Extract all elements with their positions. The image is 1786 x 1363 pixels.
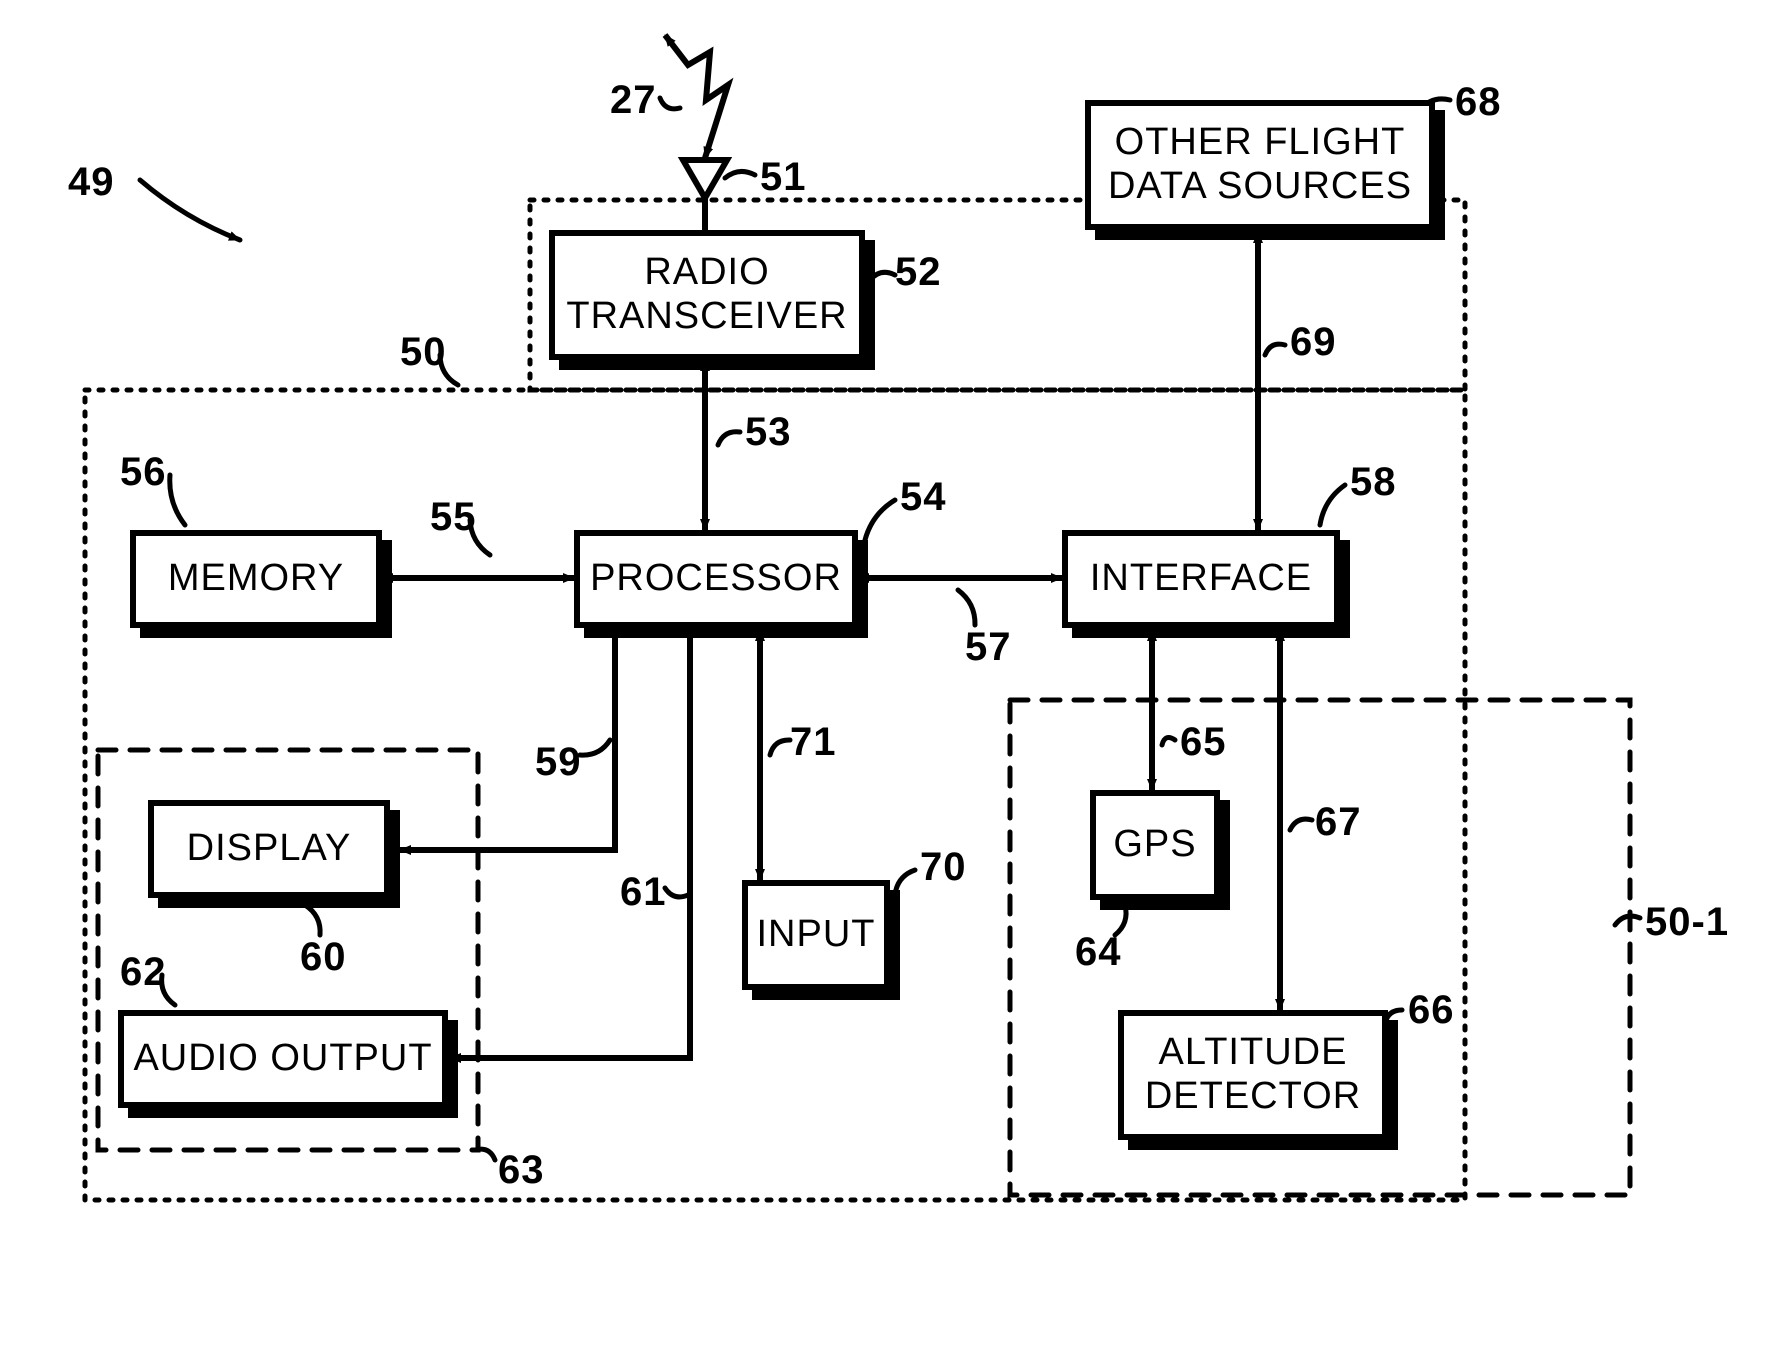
- leader-69: [1265, 344, 1285, 355]
- other_flight-box: OTHER FLIGHT DATA SOURCES: [1085, 100, 1435, 230]
- antenna-icon: [683, 160, 727, 198]
- ref-label-52: 52: [895, 250, 942, 295]
- leader-61: [665, 888, 688, 897]
- leader-54: [865, 500, 895, 540]
- ref-label-61: 61: [620, 870, 667, 915]
- ref-label-56: 56: [120, 450, 167, 495]
- processor-box: PROCESSOR: [574, 530, 858, 628]
- ref-label-70: 70: [920, 845, 967, 890]
- interface-box: INTERFACE: [1062, 530, 1340, 628]
- leader-27: [660, 98, 680, 109]
- ref-label-50-1: 50-1: [1645, 900, 1729, 945]
- signal-icon: [665, 35, 728, 158]
- leader-49: [140, 180, 240, 240]
- leader-51: [725, 171, 755, 178]
- ref-label-68: 68: [1455, 80, 1502, 125]
- leader-57: [958, 590, 975, 625]
- leader-60: [305, 905, 320, 935]
- ref-label-65: 65: [1180, 720, 1227, 765]
- ref-label-54: 54: [900, 475, 947, 520]
- memory-box: MEMORY: [130, 530, 382, 628]
- leader-50-1: [1615, 916, 1640, 925]
- ref-label-69: 69: [1290, 320, 1337, 365]
- ref-label-49: 49: [68, 160, 115, 205]
- display-box: DISPLAY: [148, 800, 390, 898]
- ref-label-66: 66: [1408, 988, 1455, 1033]
- ref-label-27: 27: [610, 78, 657, 123]
- input-box: INPUT: [742, 880, 890, 990]
- ref-label-53: 53: [745, 410, 792, 455]
- ref-label-51: 51: [760, 155, 807, 200]
- leader-56: [170, 475, 185, 525]
- ref-label-64: 64: [1075, 930, 1122, 975]
- ref-label-62: 62: [120, 950, 167, 995]
- leader-65: [1162, 737, 1175, 745]
- audio-box: AUDIO OUTPUT: [118, 1010, 448, 1108]
- ref-label-60: 60: [300, 935, 347, 980]
- arrow-5: [450, 630, 690, 1058]
- ref-label-71: 71: [790, 720, 837, 765]
- arrow-4: [400, 630, 615, 850]
- ref-label-58: 58: [1350, 460, 1397, 505]
- leader-59: [580, 740, 610, 755]
- ref-label-63: 63: [498, 1148, 545, 1193]
- leader-53: [718, 432, 740, 445]
- diagram-canvas: OTHER FLIGHT DATA SOURCES RADIO TRANSCEIV…: [0, 0, 1786, 1363]
- ref-label-67: 67: [1315, 800, 1362, 845]
- diagram-svg: [0, 0, 1786, 1363]
- leader-58: [1320, 485, 1345, 525]
- altitude-box: ALTITUDE DETECTOR: [1118, 1010, 1388, 1140]
- leader-67: [1290, 819, 1312, 830]
- radio-box: RADIO TRANSCEIVER: [549, 230, 865, 360]
- leader-63: [475, 1149, 495, 1160]
- leader-71: [770, 740, 790, 755]
- ref-label-59: 59: [535, 740, 582, 785]
- ref-label-55: 55: [430, 495, 477, 540]
- gps-box: GPS: [1090, 790, 1220, 900]
- ref-label-50: 50: [400, 330, 447, 375]
- ref-label-57: 57: [965, 625, 1012, 670]
